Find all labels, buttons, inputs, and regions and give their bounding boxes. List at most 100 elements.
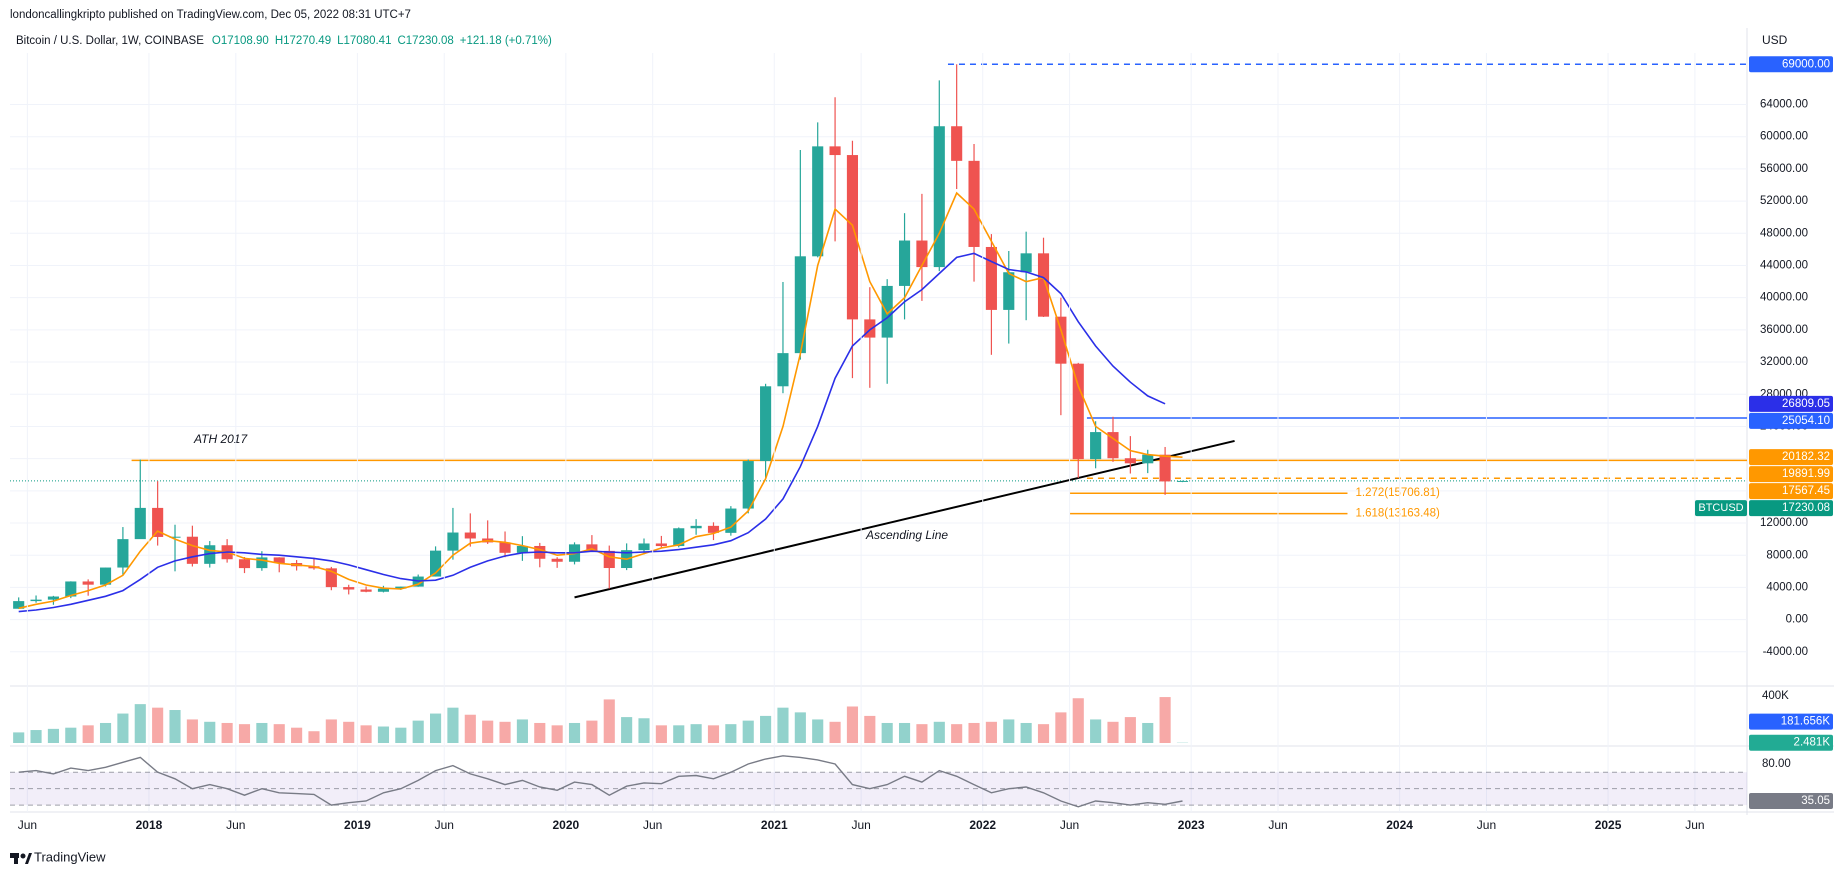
ohlc-low: L17080.41 bbox=[337, 35, 391, 47]
candle-body bbox=[169, 536, 181, 538]
candle-body bbox=[1072, 363, 1084, 460]
rsi-line bbox=[18, 755, 1183, 808]
published-line: londoncallingkripto published on Trading… bbox=[10, 9, 411, 21]
symbol: Bitcoin / U.S. Dollar, 1W, COINBASE bbox=[16, 35, 204, 47]
volume-bar bbox=[968, 722, 980, 743]
x-tick-label: 2018 bbox=[136, 818, 163, 832]
volume-bar bbox=[291, 727, 303, 743]
volume-bar bbox=[881, 722, 893, 743]
candle-body bbox=[812, 146, 824, 257]
x-tick-label: Jun bbox=[851, 818, 870, 832]
x-tick-label: 2025 bbox=[1595, 818, 1622, 832]
candle-body bbox=[1176, 480, 1189, 482]
candle-body bbox=[65, 581, 77, 597]
volume-bar bbox=[1159, 697, 1171, 743]
y-tick-label: 400K bbox=[1762, 690, 1789, 702]
x-tick-label: 2024 bbox=[1386, 818, 1413, 832]
price-label: 20182.32 bbox=[1782, 451, 1830, 463]
candle-body bbox=[1037, 253, 1050, 317]
price-label-box bbox=[1749, 734, 1833, 751]
price-label-box bbox=[1749, 56, 1833, 73]
candle-body bbox=[829, 146, 841, 156]
candle-body bbox=[134, 507, 146, 540]
candle-body bbox=[638, 543, 650, 551]
volume-bar bbox=[308, 731, 320, 743]
price-label-box bbox=[1749, 412, 1833, 429]
currency: USD bbox=[1762, 33, 1788, 47]
candle-body bbox=[99, 567, 112, 585]
candle-body bbox=[325, 568, 337, 588]
volume-bar bbox=[985, 721, 997, 743]
volume-bar bbox=[864, 715, 876, 743]
price-label: 181.656K bbox=[1781, 716, 1831, 728]
y-tick-label: 56000.00 bbox=[1760, 163, 1808, 175]
candle-body bbox=[516, 545, 528, 553]
price-label-box bbox=[1749, 500, 1833, 517]
volume-bar bbox=[412, 720, 424, 743]
volume-bar bbox=[395, 727, 407, 743]
volume-bar bbox=[812, 719, 824, 743]
candle-body bbox=[933, 126, 945, 268]
volume-bar bbox=[360, 725, 372, 743]
volume-bar bbox=[916, 724, 928, 743]
y-tick-label: 44000.00 bbox=[1760, 260, 1808, 272]
volume-bar bbox=[273, 724, 285, 743]
volume-bar bbox=[256, 722, 268, 743]
volume-bar bbox=[325, 719, 337, 743]
ohlc-change: +121.18 (+0.71%) bbox=[460, 35, 552, 47]
volume-bar bbox=[482, 720, 494, 743]
candle-body bbox=[273, 557, 285, 564]
annotation: Ascending Line bbox=[865, 528, 948, 542]
price-label: 17567.45 bbox=[1782, 485, 1830, 497]
candle-body bbox=[551, 558, 563, 562]
candle-body bbox=[603, 550, 615, 569]
volume-bar bbox=[586, 720, 598, 743]
x-tick-label: Jun bbox=[1685, 818, 1704, 832]
candle-body bbox=[898, 240, 911, 286]
candle-body bbox=[864, 319, 876, 338]
candle-body bbox=[1107, 432, 1119, 459]
x-tick-label: 2021 bbox=[761, 818, 788, 832]
candle-body bbox=[968, 160, 980, 247]
volume-bar bbox=[447, 707, 459, 743]
candle-body bbox=[117, 539, 129, 568]
volume-bar bbox=[655, 725, 667, 743]
price-label-box bbox=[1749, 395, 1833, 412]
y-tick-label: 64000.00 bbox=[1760, 99, 1808, 111]
volume-bar bbox=[1090, 719, 1102, 743]
x-tick-label: Jun bbox=[435, 818, 454, 832]
y-tick-label: 48000.00 bbox=[1760, 227, 1808, 239]
y-tick-label: 60000.00 bbox=[1760, 131, 1808, 143]
symbol-tag: BTCUSD bbox=[1698, 502, 1743, 514]
volume-bar bbox=[846, 706, 859, 743]
volume-bar bbox=[603, 699, 615, 743]
price-label-box bbox=[1749, 792, 1833, 809]
volume-bar bbox=[534, 722, 546, 743]
candle-body bbox=[430, 550, 442, 577]
volume-bar bbox=[99, 722, 112, 743]
price-label: 35.05 bbox=[1801, 795, 1830, 807]
volume-bar bbox=[47, 728, 59, 743]
volume-bar bbox=[742, 720, 754, 743]
volume-bar bbox=[343, 721, 355, 743]
candle-body bbox=[760, 386, 772, 462]
candle-body bbox=[238, 559, 251, 569]
volume-bar bbox=[152, 707, 164, 743]
volume-bar bbox=[169, 710, 181, 743]
ohlc-high: H17270.49 bbox=[275, 35, 331, 47]
candle-body bbox=[881, 285, 893, 338]
candle-body bbox=[256, 557, 268, 569]
x-tick-label: Jun bbox=[18, 818, 37, 832]
ohlc-open: O17108.90 bbox=[212, 35, 269, 47]
price-label: 69000.00 bbox=[1782, 58, 1830, 70]
y-tick-label: 8000.00 bbox=[1766, 549, 1808, 561]
price-label-box bbox=[1749, 713, 1833, 730]
candle-body bbox=[742, 461, 754, 509]
volume-bar bbox=[1142, 722, 1154, 743]
candle-body bbox=[499, 542, 511, 553]
volume-bar bbox=[690, 724, 702, 743]
volume-bar bbox=[430, 713, 442, 743]
footer-brand: TradingView bbox=[34, 849, 106, 864]
volume-bar bbox=[464, 714, 476, 743]
